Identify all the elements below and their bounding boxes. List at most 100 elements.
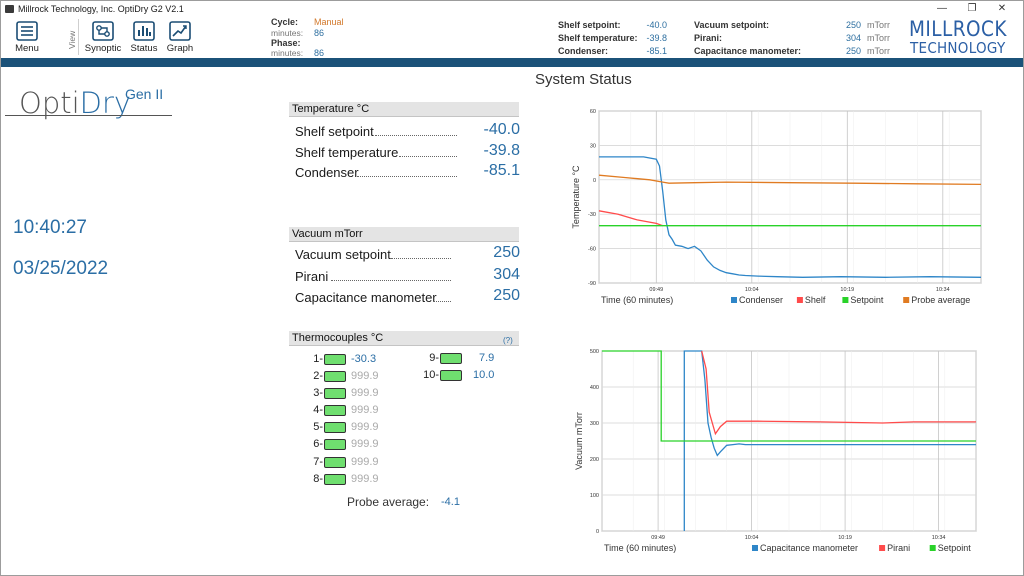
restore-button[interactable]: ❐ [967, 3, 977, 14]
y-tick-label: 400 [590, 385, 599, 391]
summary-shelf-temp: -39.8 [646, 33, 667, 43]
x-tick-label: 10:19 [838, 535, 852, 541]
tc-value: 999.9 [351, 404, 379, 416]
y-tick-label: 500 [590, 349, 599, 355]
thermocouples-help-link[interactable]: (?) [503, 336, 513, 345]
close-button[interactable]: ✕ [997, 3, 1007, 14]
vac-value: 250 [493, 244, 520, 261]
status-button[interactable]: Status [129, 21, 159, 54]
menu-button[interactable]: Menu [11, 21, 43, 54]
thermocouples-header: Thermocouples °C [289, 331, 519, 346]
synoptic-icon [92, 21, 114, 41]
temperature-chart: 60 30 0 -30 -60 -90 09:49 10:04 10:19 10:34 Temper… [571, 109, 982, 305]
title-bar: Millrock Technology, Inc. OptiDry G2 V2.… [1, 1, 1023, 17]
y-tick-label: -60 [588, 247, 596, 253]
legend-label: Setpoint [850, 295, 884, 305]
y-tick-label: 0 [593, 178, 596, 184]
header-divider-bar [1, 58, 1023, 67]
tc-indicator [440, 370, 462, 381]
thermocouple-3: 3- 999.9 [301, 387, 391, 401]
summary-shelf-setpoint-label: Shelf setpoint: [558, 20, 621, 30]
legend-label: Setpoint [938, 543, 972, 553]
tc-value: 999.9 [351, 473, 379, 485]
summary-condenser: -85.1 [646, 46, 667, 56]
cycle-minutes: 86 [314, 28, 325, 38]
summary-cap-label: Capacitance manometer: [694, 46, 802, 56]
temp-row-shelf-setpoint: Shelf setpoint -40.0 [295, 121, 520, 141]
tc-indicator [324, 422, 346, 433]
temp-row-shelf-temperature: Shelf temperature -39.8 [295, 142, 520, 162]
brand-logo: OptiDry [19, 86, 131, 120]
phase-label: Phase: [271, 38, 301, 48]
vac-value: 304 [493, 266, 520, 283]
tc-number: 8- [313, 473, 323, 485]
x-axis-label: Time (60 minutes) [604, 543, 676, 553]
summary-shelf-setpoint: -40.0 [646, 20, 667, 30]
cycle-label: Cycle: [271, 17, 299, 27]
temp-label: Condenser [295, 165, 359, 180]
tc-number: 9- [429, 352, 439, 364]
y-tick-label: 60 [590, 109, 596, 115]
tc-value: 999.9 [351, 438, 379, 450]
phase-minutes: 86 [314, 48, 325, 58]
menu-icon [16, 21, 38, 41]
tc-number: 2- [313, 370, 323, 382]
tc-indicator [324, 405, 346, 416]
summary-vac-setpoint: 250 [845, 20, 861, 30]
series-line-capacitance-manometer [683, 350, 976, 531]
tc-value: 999.9 [351, 456, 379, 468]
legend-label: Probe average [911, 295, 970, 305]
y-tick-label: 0 [596, 529, 599, 535]
thermocouple-4: 4- 999.9 [301, 404, 391, 418]
series-line-setpoint [602, 350, 976, 442]
temp-label: Shelf temperature [295, 145, 399, 160]
synoptic-button[interactable]: Synoptic [83, 21, 123, 54]
legend-swatch [879, 545, 886, 551]
vac-value: 250 [493, 287, 520, 304]
synoptic-label: Synoptic [84, 43, 122, 54]
window-title: Millrock Technology, Inc. OptiDry G2 V2.… [18, 4, 184, 14]
probe-average-label: Probe average: [347, 495, 430, 509]
thermocouple-6: 6- 999.9 [301, 438, 391, 452]
leader-dots [375, 121, 457, 136]
y-tick-label: 30 [590, 143, 596, 149]
tc-indicator [324, 388, 346, 399]
toolbar-divider [78, 19, 79, 55]
vacuum-chart: 500 400 300 200 100 0 09:49 10:04 10:19 10:34 Vacu… [574, 349, 977, 553]
probe-average-value: -4.1 [441, 496, 460, 508]
thermocouple-1: 1- -30.3 [301, 353, 391, 367]
summary-condenser-label: Condenser: [558, 46, 609, 56]
minimize-button[interactable]: — [937, 3, 947, 14]
x-axis-label: Time (60 minutes) [601, 295, 673, 305]
logo-technology: TECHNOLOGY [910, 39, 1006, 57]
temperature-header: Temperature °C [289, 102, 519, 117]
vacuum-header: Vacuum mTorr [289, 227, 519, 242]
summary-unit-3: mTorr [867, 46, 890, 56]
series-line-pirani [701, 350, 976, 436]
x-tick-label: 10:19 [840, 287, 854, 293]
x-tick-label: 10:34 [936, 287, 950, 293]
x-tick-label: 09:49 [651, 535, 665, 541]
tc-value: 7.9 [479, 352, 495, 364]
series-line-condenser [599, 156, 982, 278]
tc-value: 10.0 [473, 369, 495, 381]
tc-number: 10- [423, 369, 439, 381]
tc-indicator [324, 439, 346, 450]
y-tick-label: 200 [590, 457, 599, 463]
status-bars-icon [133, 21, 155, 41]
clock-time: 10:40:27 [13, 217, 87, 238]
tc-number: 3- [313, 387, 323, 399]
y-axis-label: Temperature °C [571, 165, 581, 229]
temp-label: Shelf setpoint [295, 124, 374, 139]
tc-value: -30.3 [351, 353, 377, 365]
temp-row-condenser: Condenser -85.1 [295, 162, 520, 182]
tc-number: 5- [313, 421, 323, 433]
vac-label: Pirani [295, 269, 329, 284]
thermocouple-8: 8- 999.9 [301, 473, 391, 487]
legend-swatch [731, 297, 737, 303]
graph-button[interactable]: Graph [165, 21, 195, 54]
temp-value: -39.8 [483, 142, 520, 159]
brand-underline [5, 115, 172, 116]
tc-indicator [324, 354, 346, 365]
